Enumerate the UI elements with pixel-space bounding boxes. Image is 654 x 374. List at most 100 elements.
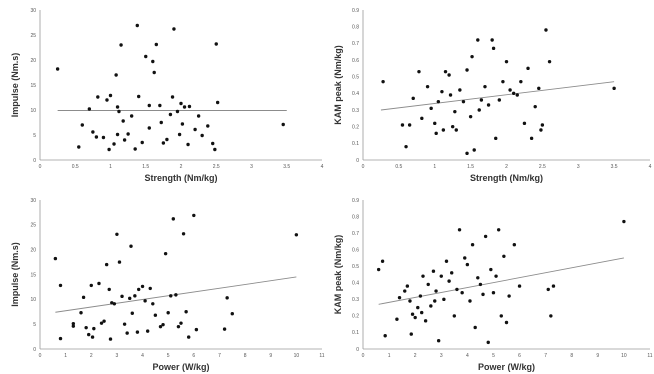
x-axis-title: Power (W/kg) <box>478 362 535 372</box>
data-point <box>420 310 424 315</box>
data-point <box>447 279 451 283</box>
data-point <box>452 314 457 318</box>
data-point <box>413 315 417 320</box>
x-tick-label: 1 <box>388 353 391 359</box>
y-tick-label: 20 <box>30 58 36 64</box>
x-tick-label: 11 <box>647 353 652 359</box>
data-point <box>154 42 159 47</box>
y-tick-label: 0 <box>356 347 359 353</box>
data-point <box>465 68 469 72</box>
data-point <box>110 301 114 305</box>
data-point <box>539 128 543 132</box>
data-point <box>442 297 446 302</box>
y-tick-label: 0.8 <box>352 214 359 220</box>
y-tick-label: 5 <box>33 133 36 139</box>
data-point <box>130 311 134 315</box>
data-point <box>186 142 190 147</box>
y-axis-title: Impulse (Nm.s) <box>10 53 20 118</box>
data-point <box>112 302 117 306</box>
data-point <box>214 42 218 46</box>
y-tick-label: 0.2 <box>352 124 359 130</box>
data-point <box>135 23 139 28</box>
x-axis-title: Strength (Nm/kg) <box>145 173 218 183</box>
data-point <box>499 314 503 318</box>
data-point <box>128 296 132 301</box>
data-point <box>206 124 210 128</box>
data-point <box>400 123 405 127</box>
data-point <box>407 123 412 127</box>
data-point <box>420 116 424 121</box>
data-point <box>403 289 407 293</box>
data-point <box>497 98 502 102</box>
x-tick-label: 3.5 <box>611 164 618 170</box>
y-tick-label: 0.3 <box>352 108 359 114</box>
data-point <box>193 127 197 132</box>
data-point <box>436 339 441 343</box>
data-point <box>481 292 485 297</box>
x-tick-label: 0 <box>39 164 42 170</box>
x-tick-label: 4 <box>466 353 469 359</box>
data-point <box>496 228 501 232</box>
data-point <box>512 243 517 247</box>
data-point <box>468 114 473 119</box>
y-tick-label: 0.5 <box>352 74 359 80</box>
data-point <box>107 147 111 152</box>
data-point <box>87 107 92 111</box>
data-point <box>494 274 498 278</box>
data-point <box>429 106 433 111</box>
x-tick-label: 5 <box>167 353 170 359</box>
data-point <box>194 327 199 332</box>
data-point <box>380 259 385 263</box>
trend-line <box>378 257 624 305</box>
data-point <box>215 100 220 105</box>
y-tick-label: 10 <box>30 108 36 114</box>
data-point <box>517 284 522 288</box>
data-point <box>120 294 124 299</box>
data-point <box>423 319 428 323</box>
data-point <box>58 336 63 341</box>
data-point <box>126 132 130 136</box>
x-tick-label: 8 <box>244 353 247 359</box>
data-point <box>381 79 385 84</box>
data-point <box>549 314 553 318</box>
x-axis-title: Strength (Nm/kg) <box>470 173 543 183</box>
data-point <box>196 114 201 118</box>
x-tick-label: 10 <box>294 353 300 359</box>
y-tick-label: 5 <box>33 322 36 328</box>
data-point <box>622 219 626 224</box>
y-tick-label: 30 <box>30 8 36 14</box>
data-point <box>476 276 480 280</box>
data-point <box>425 84 430 89</box>
data-point <box>55 67 60 71</box>
data-point <box>421 274 425 278</box>
data-point <box>108 93 113 98</box>
data-point <box>137 287 141 292</box>
data-point <box>122 322 127 326</box>
data-point <box>454 128 458 132</box>
data-point <box>476 38 480 42</box>
data-point <box>440 89 444 94</box>
data-point <box>404 144 408 149</box>
x-tick-label: 0 <box>362 353 365 359</box>
data-point <box>163 251 168 256</box>
data-point <box>140 140 144 145</box>
data-point <box>114 73 118 77</box>
data-point <box>129 114 134 118</box>
data-point <box>80 123 85 127</box>
data-point <box>281 122 285 127</box>
data-point <box>426 282 430 287</box>
y-tick-label: 20 <box>30 247 36 253</box>
data-point <box>135 330 140 334</box>
data-point <box>171 217 176 221</box>
x-tick-label: 0 <box>362 164 365 170</box>
data-point <box>463 256 467 260</box>
data-point <box>53 256 58 261</box>
data-point <box>180 122 185 126</box>
data-point <box>447 73 451 77</box>
data-point <box>115 132 120 137</box>
data-point <box>112 142 116 146</box>
x-tick-label: 1 <box>64 353 67 359</box>
data-point <box>511 91 516 96</box>
data-point <box>504 320 509 325</box>
y-tick-label: 0.2 <box>352 314 359 320</box>
